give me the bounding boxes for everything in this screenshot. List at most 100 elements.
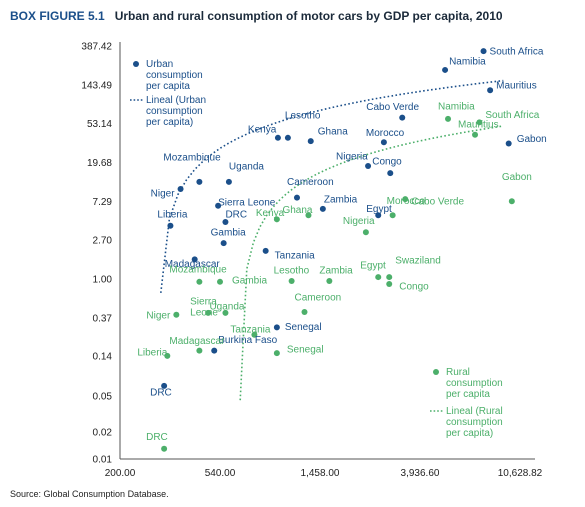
urban-point-label: Sierra Leone (218, 197, 276, 208)
point-label-line: Cabo Verde (366, 102, 419, 113)
legend-text-line: per capita (446, 389, 490, 400)
point-label-line: Niger (151, 188, 176, 199)
urban-point (274, 134, 281, 141)
point-label-line: Mozambique (163, 152, 221, 163)
rural-point-label: Cameroon (295, 292, 342, 303)
legend-text-rural_points: Rural consumption per capita (446, 367, 503, 400)
figure-label: BOX FIGURE 5.1 (10, 9, 105, 23)
urban-point (225, 178, 232, 185)
legend-text-line: per capita) (146, 117, 193, 128)
chart-title: Urban and rural consumption of motor car… (114, 9, 503, 23)
rural-point-label: Morocco (387, 196, 426, 207)
rural-point-label: Mauritius (458, 119, 499, 130)
y-tick-label: 0.01 (93, 455, 113, 466)
y-tick-label: 2.70 (93, 236, 113, 247)
rural-point (222, 309, 229, 316)
rural-point-label: Sierra Leone (190, 296, 218, 318)
point-label-line: Burkina Faso (218, 335, 277, 346)
point-label-line: Madagascar (165, 259, 221, 270)
urban-point-label: Cabo Verde (366, 102, 419, 113)
rural-point (375, 274, 382, 281)
legend-text-line: per capita) (446, 428, 493, 439)
point-label-line: Kenya (256, 208, 285, 219)
point-label-line: Niger (146, 310, 171, 321)
point-label-line: Tanzania (275, 250, 315, 261)
rural-point-label: Gabon (502, 172, 532, 183)
x-tick-label: 1,458.00 (301, 468, 340, 479)
legend-text-line: consumption (446, 417, 503, 428)
point-label-line: Leone (190, 307, 218, 318)
urban-point (387, 170, 394, 177)
rural-point-label: Nigeria (343, 216, 375, 227)
urban-point (284, 134, 291, 141)
rural-point-label: Ghana (282, 205, 312, 216)
rural-point-label: Senegal (287, 345, 324, 356)
point-label-line: Lesotho (274, 265, 310, 276)
point-label-line: Lesotho (285, 110, 321, 121)
point-label-line: Congo (399, 281, 429, 292)
rural-point (402, 196, 409, 203)
rural-point-label: Cabo Verde (411, 197, 464, 208)
rural-point-label: South Africa (485, 110, 539, 121)
x-tick-label: 200.00 (105, 468, 136, 479)
urban-point (211, 347, 218, 354)
y-tick-label: 387.42 (81, 42, 112, 53)
rural-point (326, 277, 333, 284)
point-label-line: Mauritius (458, 119, 499, 130)
rural-point (508, 198, 515, 205)
source-note: Source: Global Consumption Database. (10, 489, 169, 499)
legend-marker-urban_points (133, 61, 139, 67)
rural-point (196, 347, 203, 354)
point-label-line: Uganda (209, 301, 244, 312)
urban-point-label: Mauritius (496, 81, 537, 92)
y-tick-label: 0.37 (93, 313, 113, 324)
urban-point-label: Tanzania (275, 250, 315, 261)
urban-point-label: Burkina Faso (218, 335, 277, 346)
point-label-line: Liberia (137, 347, 167, 358)
urban-point (273, 324, 280, 331)
legend-text-line: Lineal (Rural (446, 406, 503, 417)
urban-point-label: Gabon (517, 134, 547, 145)
rural-point (196, 278, 203, 285)
rural-point (251, 331, 258, 338)
rural-point-label: Niger (146, 310, 171, 321)
rural-point-label: Liberia (137, 347, 167, 358)
rural-point-label: Swaziland (395, 256, 441, 267)
legend-text-rural_trend: Lineal (Rural consumption per capita) (446, 406, 503, 439)
urban-point (307, 138, 314, 145)
urban-point (442, 66, 449, 73)
rural-point (301, 308, 308, 315)
point-label-line: Senegal (287, 345, 324, 356)
rural-point (288, 277, 295, 284)
urban-point (220, 240, 227, 247)
urban-point (177, 185, 184, 192)
rural-point (386, 280, 393, 287)
rural-point-label: Congo (399, 281, 429, 292)
point-label-line: Gambia (232, 275, 267, 286)
urban-point-label: Nigeria (336, 151, 368, 162)
urban-point (161, 382, 168, 389)
point-label-line: Namibia (438, 101, 475, 112)
point-label-line: Gambia (211, 228, 246, 239)
urban-point (196, 178, 203, 185)
urban-point-label: Liberia (157, 209, 187, 220)
x-tick-label: 3,936.60 (401, 468, 440, 479)
axes: 387.42 143.49 53.14 19.68 7.29 2.70 1.00 0.37 0.… (81, 42, 542, 480)
legend-text-line: Urban (146, 59, 173, 70)
point-label-line: Zambia (324, 194, 358, 205)
point-labels: South Africa Namibia Mauritius Cabo Verde Ga… (137, 47, 546, 444)
urban-point (262, 247, 269, 254)
point-label-line: Uganda (229, 161, 264, 172)
urban-point (319, 205, 326, 212)
legend-marker-rural_points (433, 369, 439, 375)
rural-point (273, 216, 280, 223)
urban-point-label: Lesotho (285, 110, 321, 121)
rural-point-label: Tanzania (230, 324, 270, 335)
y-tick-label: 19.68 (87, 158, 112, 169)
point-label-line: Swaziland (395, 256, 441, 267)
urban-point (380, 139, 387, 146)
y-tick-label: 1.00 (93, 274, 113, 285)
y-tick-label: 0.02 (93, 427, 113, 438)
data-points (161, 48, 515, 452)
